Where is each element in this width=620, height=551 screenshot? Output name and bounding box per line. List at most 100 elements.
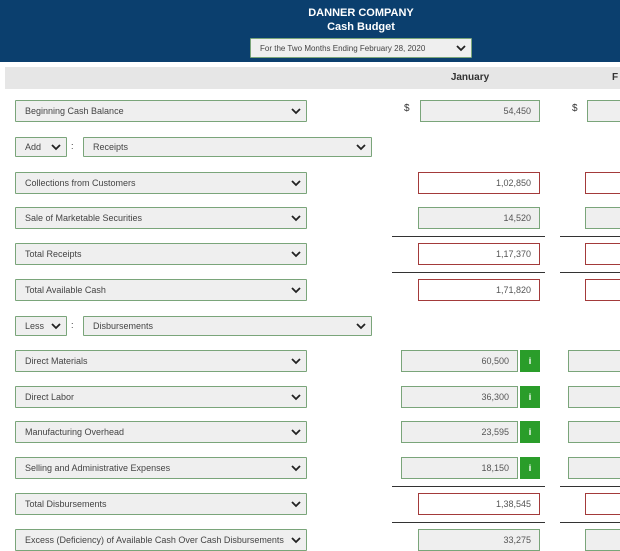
chevron [456, 45, 466, 52]
row-select[interactable]: Total Receipts [15, 243, 307, 265]
value-input[interactable]: 1,71,820 [418, 279, 540, 301]
value-input-text: 1,38,545 [495, 499, 531, 509]
chevron [291, 287, 301, 294]
section-select-text: Receipts [93, 142, 129, 152]
value-input[interactable]: 23,595 [401, 421, 518, 443]
value-input[interactable]: 1,17,370 [418, 243, 540, 265]
row-select[interactable]: Manufacturing Overhead [15, 421, 307, 443]
column-header: F [612, 72, 619, 83]
prefix-select[interactable]: Add [15, 137, 67, 157]
info-button-text: i [528, 463, 532, 473]
value-input[interactable]: 54,450 [420, 100, 540, 122]
chevron [291, 394, 301, 401]
separator [392, 272, 545, 273]
row-select[interactable]: Total Available Cash [15, 279, 307, 301]
next-month-input[interactable] [587, 100, 620, 122]
row-select[interactable]: Beginning Cash Balance [15, 100, 307, 122]
next-month-input[interactable] [568, 457, 620, 479]
row-select-text: Direct Materials [25, 356, 88, 366]
row-select-text: Total Available Cash [25, 285, 106, 295]
value-input[interactable]: 18,150 [401, 457, 518, 479]
prefix-select-text: Less [25, 321, 45, 331]
next-month-input[interactable] [585, 207, 620, 229]
column-header-row [5, 67, 620, 89]
chevron [51, 144, 61, 151]
value-input[interactable]: 60,500 [401, 350, 518, 372]
value-input-text: 36,300 [481, 392, 509, 402]
separator [392, 486, 545, 487]
row-select-text: Manufacturing Overhead [25, 427, 125, 437]
row-select-text: Selling and Administrative Expenses [25, 463, 171, 473]
next-month-input[interactable] [568, 386, 620, 408]
prefix-select[interactable]: Less [15, 316, 67, 336]
row-select-text: Direct Labor [25, 392, 75, 402]
next-month-input[interactable] [585, 279, 620, 301]
chevron [356, 144, 366, 151]
next-month-input[interactable] [585, 172, 620, 194]
value-input-text: 1,02,850 [495, 178, 531, 188]
next-month-input[interactable] [585, 243, 620, 265]
value-input[interactable]: 33,275 [418, 529, 540, 551]
next-month-input[interactable] [585, 529, 620, 551]
column-header: January [450, 72, 490, 83]
value-input-text: 18,150 [481, 463, 509, 473]
info-button[interactable]: i [520, 457, 540, 479]
chevron [291, 251, 301, 258]
row-select[interactable]: Selling and Administrative Expenses [15, 457, 307, 479]
info-button[interactable]: i [520, 421, 540, 443]
row-select[interactable]: Excess (Deficiency) of Available Cash Ov… [15, 529, 307, 551]
chevron [291, 501, 301, 508]
currency-text: $ [572, 103, 578, 114]
separator [560, 522, 620, 523]
value-input[interactable]: 36,300 [401, 386, 518, 408]
sheet-title: Cash Budget [327, 21, 395, 33]
value-input-text: 1,71,820 [495, 285, 531, 295]
currency-text: $ [404, 103, 410, 114]
value-input-text: 60,500 [481, 356, 509, 366]
info-button-text: i [528, 392, 532, 402]
period-select[interactable]: For the Two Months Ending February 28, 2… [250, 38, 472, 58]
company-name: DANNER COMPANY [308, 7, 414, 19]
next-month-input[interactable] [585, 493, 620, 515]
next-month-input[interactable] [568, 350, 620, 372]
period-text: For the Two Months Ending February 28, 2… [260, 43, 426, 53]
value-input[interactable]: 1,38,545 [418, 493, 540, 515]
info-button[interactable]: i [520, 350, 540, 372]
chevron [291, 537, 301, 544]
next-month-input[interactable] [568, 421, 620, 443]
info-button[interactable]: i [520, 386, 540, 408]
row-select-text: Sale of Marketable Securities [25, 213, 143, 223]
separator [560, 272, 620, 273]
section-select[interactable]: Disbursements [83, 316, 372, 336]
section-select-text: Disbursements [93, 321, 154, 331]
value-input[interactable]: 1,02,850 [418, 172, 540, 194]
separator [560, 486, 620, 487]
value-input-text: 54,450 [503, 106, 531, 116]
value-input-text: 23,595 [481, 427, 509, 437]
value-input-text: 33,275 [503, 535, 531, 545]
chevron [356, 323, 366, 330]
colon: : [71, 320, 74, 330]
row-select[interactable]: Direct Materials [15, 350, 307, 372]
row-select-text: Total Receipts [25, 249, 82, 259]
value-input-text: 1,17,370 [495, 249, 531, 259]
separator [392, 522, 545, 523]
prefix-select-text: Add [25, 142, 42, 152]
chevron [291, 358, 301, 365]
row-select[interactable]: Total Disbursements [15, 493, 307, 515]
value-input-text: 14,520 [503, 213, 531, 223]
row-select[interactable]: Direct Labor [15, 386, 307, 408]
currency: $ [404, 103, 410, 114]
chevron [291, 429, 301, 436]
row-select[interactable]: Collections from Customers [15, 172, 307, 194]
row-select[interactable]: Sale of Marketable Securities [15, 207, 307, 229]
chevron [291, 108, 301, 115]
value-input[interactable]: 14,520 [418, 207, 540, 229]
row-select-text: Beginning Cash Balance [25, 106, 124, 116]
row-select-text: Total Disbursements [25, 499, 107, 509]
info-button-text: i [528, 427, 532, 437]
separator [560, 236, 620, 237]
row-select-text: Collections from Customers [25, 178, 136, 188]
section-select[interactable]: Receipts [83, 137, 372, 157]
